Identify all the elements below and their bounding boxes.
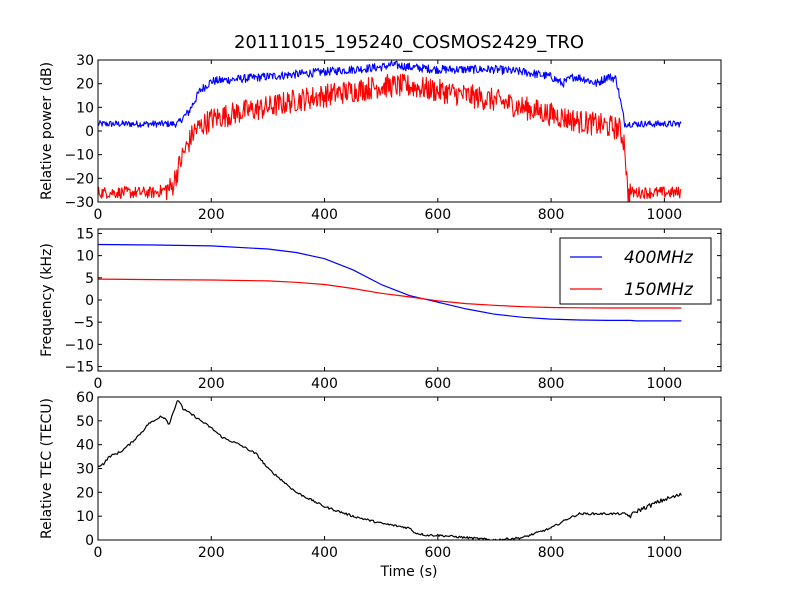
- y-tick-label: −10: [64, 148, 94, 164]
- y-tick-label: 50: [76, 414, 94, 430]
- y-tick-label: 20: [76, 485, 94, 501]
- y-tick-label: 0: [85, 124, 94, 140]
- series-line-primary: [98, 400, 682, 540]
- series-line-400mhz: [98, 243, 682, 322]
- x-tick-label: 400: [311, 545, 338, 561]
- legend: 400MHz 150MHz: [559, 237, 712, 305]
- legend-label: 150MHz: [624, 280, 694, 300]
- x-tick-label: 200: [198, 207, 225, 223]
- x-tick-label: 200: [198, 545, 225, 561]
- y-tick-label: −15: [64, 360, 94, 376]
- series-line-150mhz: [98, 278, 682, 309]
- y-tick-label: 30: [76, 462, 94, 478]
- plot-frame: [97, 396, 722, 541]
- y-tick-label: 0: [85, 293, 94, 309]
- x-axis-label: Time (s): [380, 564, 438, 580]
- y-tick-label: 10: [76, 100, 94, 116]
- panel-3: 0 200 400 600 800 1000 0 10 20 30 40 50 60 Relative T…: [39, 390, 722, 561]
- figure-title: 20111015_195240_COSMOS2429_TRO: [234, 32, 584, 53]
- series-group: [98, 243, 682, 322]
- y-axis-label: Relative TEC (TECU): [39, 398, 55, 539]
- y-tick-label: −5: [73, 315, 94, 331]
- y-tick-label: 10: [76, 509, 94, 525]
- x-tick-label: 1000: [647, 545, 683, 561]
- x-tick-label: 0: [94, 376, 103, 392]
- y-axis-label: Frequency (kHz): [39, 243, 55, 357]
- x-tick-label: 800: [538, 207, 565, 223]
- y-tick-label: 10: [76, 249, 94, 265]
- legend-box: [559, 237, 712, 305]
- x-tick-label: 200: [198, 376, 225, 392]
- x-tick-label: 600: [424, 376, 451, 392]
- series-line-primary: [98, 60, 682, 128]
- y-tick-label: −30: [64, 195, 94, 211]
- y-axis-label: Relative power (dB): [39, 62, 55, 200]
- x-tick-label: 1000: [647, 207, 683, 223]
- y-tick-label: 60: [76, 390, 94, 406]
- y-tick-label: 15: [76, 226, 94, 242]
- series-line-secondary: [98, 73, 682, 202]
- y-tick-label: 0: [85, 533, 94, 549]
- x-tick-label: 800: [538, 545, 565, 561]
- panel-2: 0 200 400 600 800 1000 −15 −10 −5 0 5 10 15 Frequency…: [39, 226, 722, 392]
- x-tick-label: 400: [311, 207, 338, 223]
- y-tick-label: 5: [85, 271, 94, 287]
- x-tick-label: 0: [94, 207, 103, 223]
- x-tick-label: 400: [311, 376, 338, 392]
- legend-label: 400MHz: [624, 248, 694, 268]
- x-tick-label: 1000: [647, 376, 683, 392]
- y-tick-label: 20: [76, 77, 94, 93]
- x-tick-label: 800: [538, 376, 565, 392]
- y-tick-label: 40: [76, 438, 94, 454]
- y-tick-label: −20: [64, 171, 94, 187]
- y-tick-label: 30: [76, 53, 94, 69]
- y-tick-label: −10: [64, 337, 94, 353]
- x-tick-label: 0: [94, 545, 103, 561]
- x-tick-label: 600: [424, 207, 451, 223]
- panel-1: 0 200 400 600 800 1000 −30 −20 −10 0 10 20 30 Relativ…: [39, 53, 722, 223]
- series-group: [98, 60, 682, 202]
- x-tick-label: 600: [424, 545, 451, 561]
- series-group: [98, 400, 682, 540]
